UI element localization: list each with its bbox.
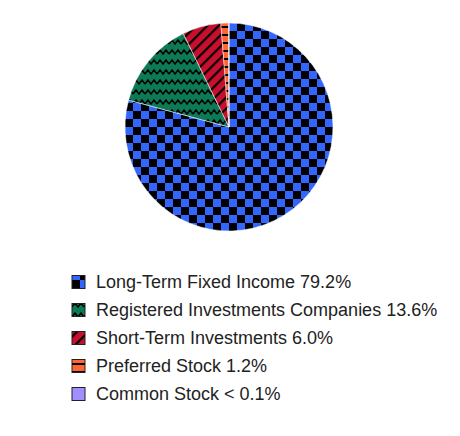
- legend-label: Short-Term Investments6.0%: [96, 328, 333, 348]
- legend-item: Common Stock< 0.1%: [72, 384, 281, 404]
- legend-value: 6.0%: [292, 328, 333, 348]
- legend-value: < 0.1%: [224, 384, 281, 404]
- legend-swatch: [72, 276, 85, 289]
- legend-item: Short-Term Investments6.0%: [72, 328, 333, 348]
- pie-slice: [183, 23, 229, 127]
- legend-category: Short-Term Investments: [96, 328, 287, 348]
- legend-value: 13.6%: [386, 300, 437, 320]
- pie-slice: [228, 23, 229, 127]
- legend-label: Common Stock< 0.1%: [96, 384, 281, 404]
- legend-swatch: [72, 332, 85, 345]
- legend: Long-Term Fixed Income79.2% Registered In…: [72, 272, 437, 404]
- legend-category: Long-Term Fixed Income: [96, 272, 295, 292]
- legend-label: Preferred Stock1.2%: [96, 356, 267, 376]
- legend-label: Long-Term Fixed Income79.2%: [96, 272, 351, 292]
- legend-item: Long-Term Fixed Income79.2%: [72, 272, 351, 292]
- legend-label: Registered Investments Companies13.6%: [96, 300, 437, 320]
- legend-category: Preferred Stock: [96, 356, 222, 376]
- pie: [125, 23, 333, 231]
- legend-item: Preferred Stock1.2%: [72, 356, 267, 376]
- legend-swatch: [72, 360, 85, 373]
- legend-category: Registered Investments Companies: [96, 300, 381, 320]
- legend-swatch: [72, 304, 85, 317]
- legend-category: Common Stock: [96, 384, 220, 404]
- legend-swatch: [72, 388, 85, 401]
- chart: Long-Term Fixed Income79.2% Registered In…: [0, 0, 460, 436]
- pie-slice: [125, 23, 333, 231]
- legend-value: 1.2%: [226, 356, 267, 376]
- pie-slice: [221, 23, 229, 127]
- legend-value: 79.2%: [300, 272, 351, 292]
- legend-item: Registered Investments Companies13.6%: [72, 300, 437, 320]
